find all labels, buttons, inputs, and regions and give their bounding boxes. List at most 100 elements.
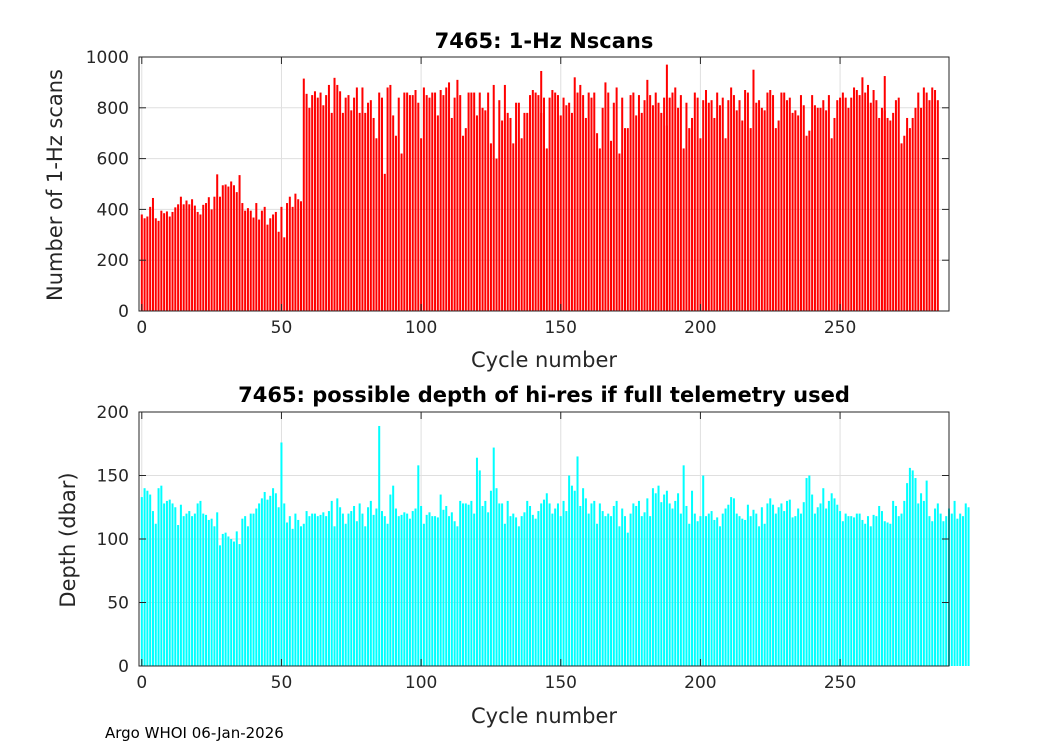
bar (274, 493, 277, 666)
bar (146, 216, 149, 311)
bar (657, 102, 660, 311)
y-tick-label: 0 (118, 302, 129, 322)
bar (651, 488, 654, 666)
bar (193, 205, 196, 311)
bar (355, 87, 358, 311)
bar (283, 503, 286, 666)
bar (294, 193, 297, 311)
bar (802, 105, 805, 311)
bar (291, 528, 294, 666)
bar (565, 105, 568, 311)
bar (922, 500, 925, 666)
bar (735, 110, 738, 311)
bar (811, 95, 814, 311)
bar (878, 117, 881, 312)
bar (336, 84, 339, 311)
bar (179, 504, 182, 666)
bar (674, 87, 677, 311)
bar (677, 493, 680, 666)
bar (515, 517, 518, 666)
bar (143, 488, 146, 666)
bar (545, 148, 548, 311)
bar (537, 511, 540, 666)
bar (643, 512, 646, 666)
bar (584, 117, 587, 312)
bar (839, 511, 842, 666)
y-axis-label: Depth (dbar) (56, 472, 80, 607)
bar (671, 92, 674, 311)
bar (218, 545, 221, 666)
nscans-chart: 0 50 100 150 200 250 0 200 400 600 800 1000 7465: 1… (43, 29, 950, 372)
bar (232, 185, 235, 311)
bar (291, 206, 294, 311)
bar (738, 516, 741, 666)
bar (277, 231, 280, 311)
bar (171, 211, 174, 311)
bar (961, 516, 964, 666)
bar (621, 508, 624, 666)
bar (730, 497, 733, 666)
bar (241, 203, 244, 311)
bar (791, 517, 794, 666)
bar (163, 503, 166, 666)
bar (361, 513, 364, 666)
bar (777, 120, 780, 311)
bar (660, 502, 663, 666)
bar (551, 513, 554, 666)
bar (649, 95, 652, 311)
bar (710, 511, 713, 666)
bar (420, 505, 423, 666)
bar (280, 442, 283, 666)
bar (244, 210, 247, 311)
bar (953, 500, 956, 666)
bar (252, 513, 255, 666)
bar (749, 516, 752, 666)
bar (542, 499, 545, 666)
bar (780, 503, 783, 666)
bar (936, 100, 939, 312)
bar-series (140, 425, 970, 666)
bar (727, 504, 730, 666)
bar (353, 97, 356, 311)
bar (408, 518, 411, 666)
bar (693, 513, 696, 666)
bar (799, 95, 802, 311)
bar (406, 92, 409, 311)
bar (487, 512, 490, 666)
bar (529, 505, 532, 666)
bar (501, 120, 504, 311)
bar (238, 175, 241, 311)
bar (604, 82, 607, 312)
bar (414, 90, 417, 312)
bar (598, 503, 601, 666)
bar (389, 494, 392, 666)
bar (825, 508, 828, 666)
bar (889, 523, 892, 666)
bar (785, 100, 788, 312)
bar (663, 97, 666, 311)
bar (188, 511, 191, 666)
bar (375, 138, 378, 311)
bar (411, 95, 414, 311)
bar (274, 211, 277, 311)
bar (445, 505, 448, 666)
bar (950, 513, 953, 666)
bar (288, 196, 291, 311)
bar (311, 95, 314, 311)
bar (556, 95, 559, 311)
bar (889, 120, 892, 311)
bar (394, 508, 397, 666)
bar (562, 500, 565, 666)
bar (920, 107, 923, 311)
bar (568, 475, 571, 666)
bar (735, 513, 738, 666)
bar (836, 100, 839, 312)
bar (258, 503, 261, 666)
bar (752, 509, 755, 666)
bar (640, 112, 643, 311)
bar (610, 516, 613, 666)
bar (244, 516, 247, 666)
bar (316, 97, 319, 311)
bar (246, 208, 249, 311)
bar (283, 237, 286, 311)
